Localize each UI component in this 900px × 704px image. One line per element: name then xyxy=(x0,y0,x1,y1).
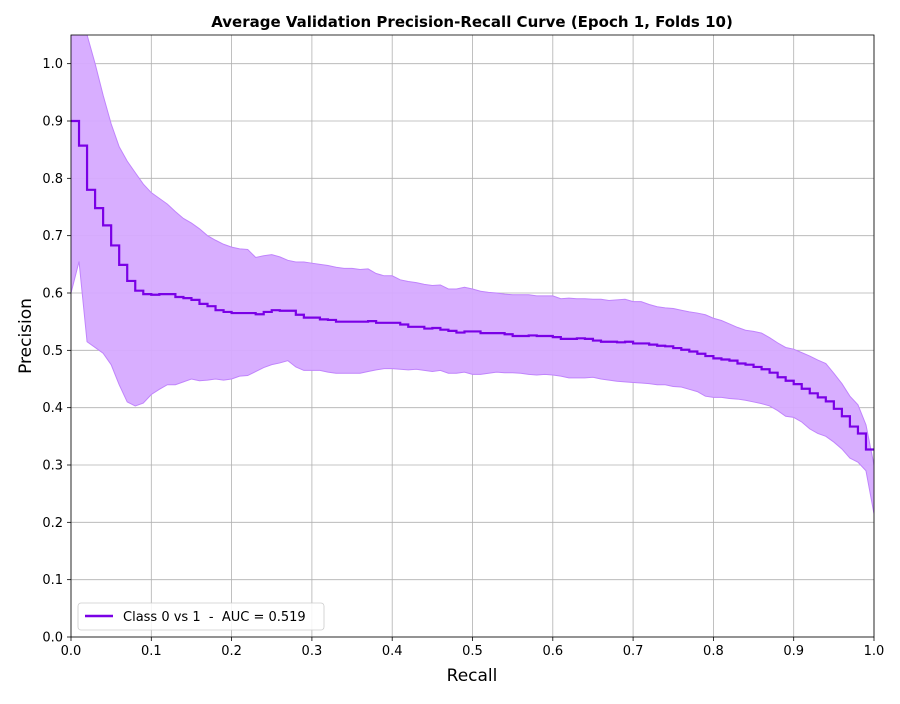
y-axis-label: Precision xyxy=(16,298,36,374)
x-tick-label: 0.2 xyxy=(221,644,242,659)
x-axis-label: Recall xyxy=(447,666,498,686)
x-tick-label: 0.8 xyxy=(703,644,724,659)
x-tick-label: 0.3 xyxy=(302,644,323,659)
y-tick-label: 0.3 xyxy=(42,459,63,474)
band-upper-edge xyxy=(86,35,874,466)
x-tick-label: 0.4 xyxy=(382,644,403,659)
chart-title: Average Validation Precision-Recall Curv… xyxy=(211,13,733,31)
x-tick-label: 1.0 xyxy=(864,644,885,659)
x-tick-label: 0.0 xyxy=(61,644,82,659)
y-tick-label: 0.2 xyxy=(42,516,63,531)
legend-entry-label: Class 0 vs 1 - AUC = 0.519 xyxy=(123,610,306,625)
y-tick-label: 0.5 xyxy=(42,344,63,359)
y-tick-label: 0.8 xyxy=(42,172,63,187)
y-tick-label: 0.9 xyxy=(42,115,63,130)
legend-box xyxy=(77,602,325,631)
x-tick-label: 0.1 xyxy=(141,644,162,659)
y-tick-label: 0.0 xyxy=(42,631,63,646)
x-tick-label: 0.5 xyxy=(462,644,483,659)
x-tick-label: 0.7 xyxy=(623,644,644,659)
y-tick-label: 0.7 xyxy=(42,229,63,244)
mean-precision-recall-curve xyxy=(71,119,874,451)
precision-confidence-band xyxy=(71,35,874,514)
y-tick-label: 0.6 xyxy=(42,287,63,302)
y-axis-ticks: 0.0 0.1 0.2 0.3 0.4 0.5 0.6 0.7 0.8 0.9 1.0 xyxy=(42,57,71,646)
legend: Class 0 vs 1 - AUC = 0.519 xyxy=(77,602,325,631)
x-axis-ticks: 0.0 0.1 0.2 0.3 0.4 0.5 0.6 0.7 0.8 0.9 1.0 xyxy=(61,637,885,659)
x-tick-label: 0.6 xyxy=(542,644,563,659)
band-lower-edge xyxy=(71,261,874,514)
x-tick-label: 0.9 xyxy=(783,644,804,659)
y-tick-label: 1.0 xyxy=(42,57,63,72)
y-tick-label: 0.1 xyxy=(42,573,63,588)
y-tick-label: 0.4 xyxy=(42,401,63,416)
